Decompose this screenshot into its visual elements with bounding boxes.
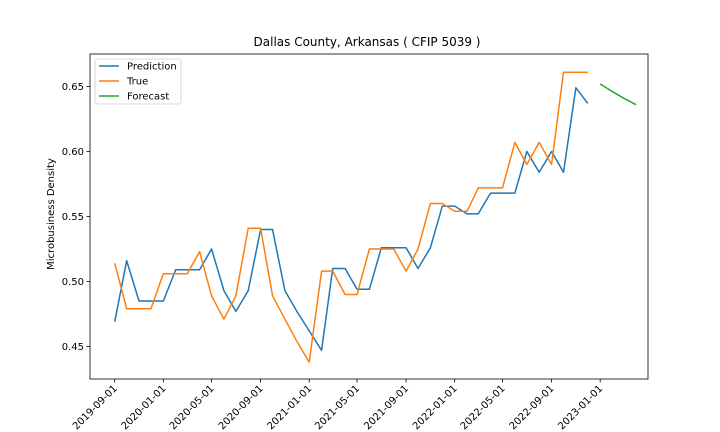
legend: Prediction True Forecast bbox=[94, 58, 182, 105]
y-tick-label: 0.50 bbox=[62, 277, 84, 288]
x-tick-label: 2022-09-01 bbox=[508, 383, 557, 432]
legend-label-forecast: Forecast bbox=[127, 92, 169, 103]
x-tick-label: 2022-05-01 bbox=[459, 383, 508, 432]
legend-box bbox=[94, 58, 182, 105]
y-tick-label: 0.65 bbox=[62, 82, 84, 93]
legend-label-true: True bbox=[126, 77, 148, 88]
x-tick-label: 2023-01-01 bbox=[556, 383, 605, 432]
x-tick-label: 2020-05-01 bbox=[168, 383, 217, 432]
y-tick-label: 0.45 bbox=[62, 342, 84, 353]
x-tick-label: 2021-05-01 bbox=[313, 383, 362, 432]
series-line-prediction bbox=[113, 87, 589, 352]
legend-label-prediction: Prediction bbox=[127, 62, 177, 73]
series-line-forecast bbox=[599, 83, 637, 106]
x-axis: 2019-09-01 2020-01-01 2020-05-01 2020-09-01… bbox=[71, 379, 605, 432]
x-tick-label: 2020-09-01 bbox=[217, 383, 266, 432]
y-tick-label: 0.55 bbox=[62, 212, 84, 223]
x-tick-label: 2020-01-01 bbox=[120, 383, 169, 432]
x-tick-label: 2021-09-01 bbox=[362, 383, 411, 432]
series-group bbox=[113, 71, 637, 363]
chart-title: Dallas County, Arkansas ( CFIP 5039 ) bbox=[254, 35, 481, 49]
x-tick-label: 2021-01-01 bbox=[265, 383, 314, 432]
series-line-true bbox=[113, 71, 588, 363]
y-axis-label: Microbusiness Density bbox=[46, 158, 57, 270]
x-tick-label: 2022-01-01 bbox=[411, 383, 460, 432]
y-axis: 0.45 0.50 0.55 0.60 0.65 bbox=[62, 82, 90, 353]
x-tick-label: 2019-09-01 bbox=[71, 383, 120, 432]
y-tick-label: 0.60 bbox=[62, 147, 84, 158]
